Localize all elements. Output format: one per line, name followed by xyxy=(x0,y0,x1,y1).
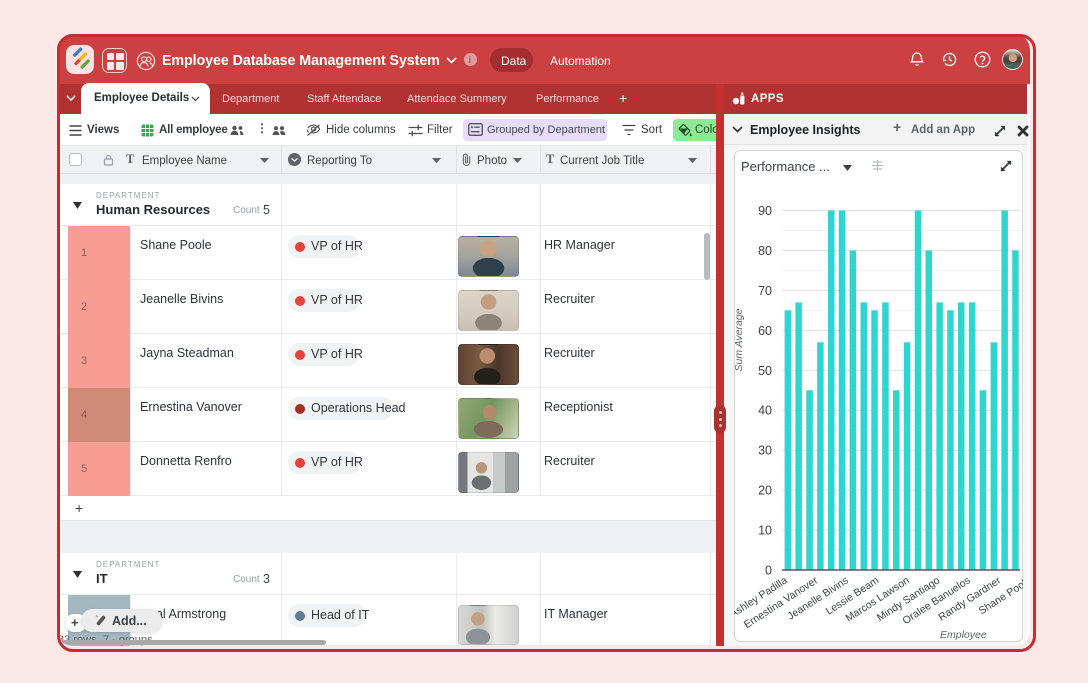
svg-text:90: 90 xyxy=(758,204,772,218)
svg-text:Employee: Employee xyxy=(940,629,987,641)
svg-text:70: 70 xyxy=(758,284,772,298)
svg-text:30: 30 xyxy=(758,444,772,458)
svg-text:50: 50 xyxy=(758,364,772,378)
svg-text:10: 10 xyxy=(758,524,772,538)
svg-text:20: 20 xyxy=(758,484,772,498)
svg-text:80: 80 xyxy=(758,244,772,258)
svg-text:0: 0 xyxy=(765,564,772,578)
svg-text:60: 60 xyxy=(758,324,772,338)
svg-text:Sum Average: Sum Average xyxy=(734,308,745,371)
svg-text:40: 40 xyxy=(758,404,772,418)
